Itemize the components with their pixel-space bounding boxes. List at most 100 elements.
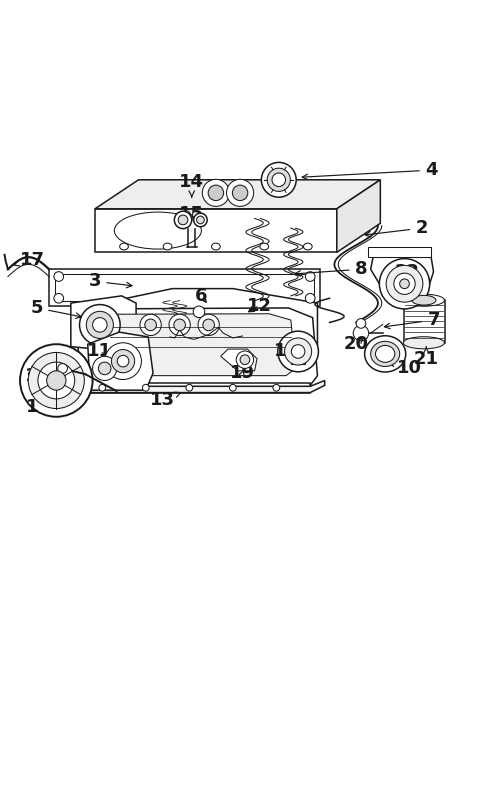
Text: 5: 5 [30,299,81,318]
Bar [403,300,444,343]
Circle shape [385,265,422,302]
Bar [290,353,305,363]
Polygon shape [80,288,317,344]
Polygon shape [85,383,310,393]
Circle shape [261,163,296,198]
Text: 2: 2 [364,219,427,237]
Circle shape [46,371,66,390]
Circle shape [196,216,204,224]
Circle shape [178,215,187,225]
Circle shape [145,319,156,331]
Circle shape [393,273,414,295]
Ellipse shape [303,243,312,250]
Text: 4: 4 [302,161,437,179]
Circle shape [232,185,247,201]
Bar [49,269,319,306]
Circle shape [92,318,107,332]
Ellipse shape [364,336,405,372]
Circle shape [352,325,368,340]
Circle shape [105,343,141,379]
Circle shape [272,173,285,186]
Ellipse shape [403,294,443,307]
Circle shape [202,179,229,206]
Circle shape [140,314,161,336]
Text: 8: 8 [294,260,366,278]
Circle shape [193,306,204,318]
Circle shape [197,314,219,336]
Circle shape [28,352,84,408]
Bar [55,274,314,301]
Circle shape [305,272,315,281]
Circle shape [185,385,192,391]
Polygon shape [76,308,317,386]
Ellipse shape [259,243,268,250]
Circle shape [277,331,318,372]
Circle shape [174,211,191,228]
Text: 20: 20 [343,335,368,353]
Circle shape [267,168,290,191]
Polygon shape [220,349,257,371]
Text: 10: 10 [388,359,421,378]
Circle shape [54,272,63,281]
Ellipse shape [163,243,171,250]
Circle shape [399,279,408,288]
Polygon shape [97,314,295,376]
Text: 16: 16 [24,367,72,385]
Circle shape [240,355,249,364]
Ellipse shape [411,295,435,305]
Ellipse shape [211,243,220,250]
Ellipse shape [375,345,394,363]
Circle shape [168,314,190,336]
Circle shape [173,319,185,331]
Circle shape [291,344,304,358]
Bar [367,246,430,258]
Text: 11: 11 [87,343,112,360]
Circle shape [54,293,63,303]
Text: 15: 15 [179,205,204,223]
Circle shape [79,305,120,345]
Circle shape [229,385,236,391]
Polygon shape [88,332,153,390]
Circle shape [86,311,113,338]
Circle shape [236,351,253,368]
Ellipse shape [370,341,399,367]
Circle shape [38,362,75,399]
Text: 14: 14 [179,173,204,197]
Polygon shape [95,180,379,209]
Polygon shape [71,296,136,352]
Circle shape [99,385,106,391]
Text: 9: 9 [26,369,52,387]
Ellipse shape [403,337,443,349]
Text: 17: 17 [14,250,45,269]
Circle shape [208,185,223,201]
Text: 21: 21 [413,347,438,367]
Text: 18: 18 [273,343,298,360]
Circle shape [355,318,365,329]
Circle shape [226,179,253,206]
Text: 7: 7 [384,311,439,329]
Circle shape [117,356,129,367]
Polygon shape [95,209,336,252]
Circle shape [378,258,429,309]
Circle shape [193,213,207,227]
Circle shape [142,385,149,391]
Ellipse shape [120,243,128,250]
Circle shape [272,385,279,391]
Text: 6: 6 [195,287,207,305]
Ellipse shape [114,212,201,249]
Circle shape [98,362,111,374]
Text: 22: 22 [393,263,419,284]
Circle shape [58,363,67,373]
Polygon shape [336,180,379,252]
Text: 19: 19 [229,364,255,382]
Text: 13: 13 [150,391,181,409]
Circle shape [111,349,135,373]
Circle shape [20,344,92,417]
Circle shape [92,356,117,381]
Polygon shape [85,381,324,393]
Text: 3: 3 [89,273,132,291]
Circle shape [202,319,214,331]
Text: 1: 1 [26,398,52,416]
Text: 12: 12 [246,296,272,314]
Circle shape [305,293,315,303]
